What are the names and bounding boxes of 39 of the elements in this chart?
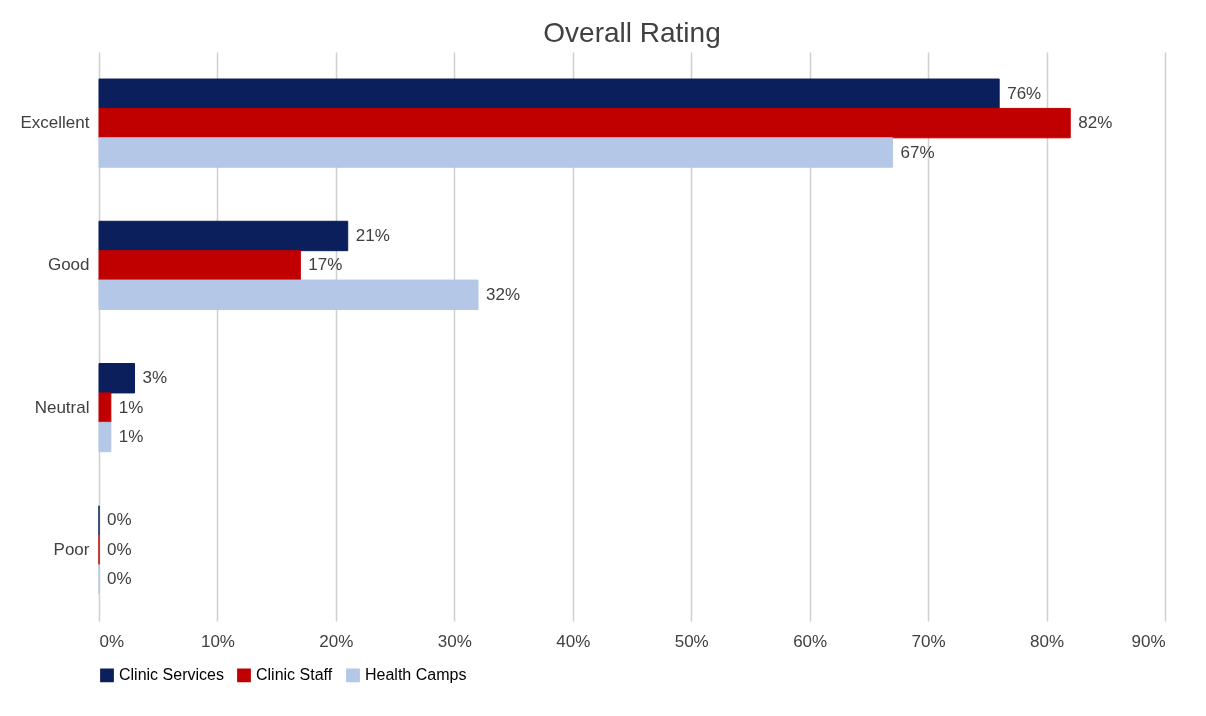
y-tick-label: Neutral: [34, 397, 90, 417]
bar: [98, 250, 301, 281]
x-tick-label: 50%: [674, 631, 709, 651]
data-label: 3%: [142, 368, 168, 388]
data-label: 21%: [355, 225, 390, 245]
y-tick-label: Poor: [53, 539, 90, 559]
data-label: 32%: [486, 284, 521, 304]
x-tick-label: 80%: [1030, 631, 1065, 651]
x-tick-label: 90%: [1131, 631, 1166, 651]
data-label: 17%: [308, 255, 343, 275]
bar: [98, 137, 894, 168]
data-label: 0%: [107, 569, 132, 589]
legend-label: Health Camps: [365, 666, 467, 684]
legend-label: Clinic Services: [119, 666, 224, 684]
x-tick-label: 10%: [200, 631, 235, 651]
x-tick-label: 40%: [556, 631, 591, 651]
data-label: 67%: [900, 142, 935, 162]
bar: [98, 78, 1000, 109]
bar: [98, 279, 479, 310]
bar: [98, 421, 112, 453]
x-tick-label: 70%: [911, 631, 946, 651]
bar: [98, 220, 349, 252]
data-label: 1%: [118, 397, 144, 417]
bar: [98, 107, 1071, 139]
data-label: 1%: [118, 427, 144, 447]
x-tick-label: 60%: [793, 631, 828, 651]
bar: [98, 392, 112, 423]
data-label: 0%: [107, 510, 132, 530]
chart-title: Overall Rating: [543, 17, 721, 48]
x-tick-label: 0%: [99, 631, 125, 651]
data-label: 0%: [107, 539, 132, 559]
bar: [98, 363, 136, 394]
legend-label: Clinic Staff: [256, 666, 333, 684]
y-tick-label: Excellent: [20, 113, 90, 133]
data-label: 76%: [1007, 83, 1042, 103]
data-label: 82%: [1078, 113, 1113, 133]
y-tick-label: Good: [47, 255, 90, 275]
x-tick-label: 20%: [319, 631, 354, 651]
x-tick-label: 30%: [437, 631, 472, 651]
